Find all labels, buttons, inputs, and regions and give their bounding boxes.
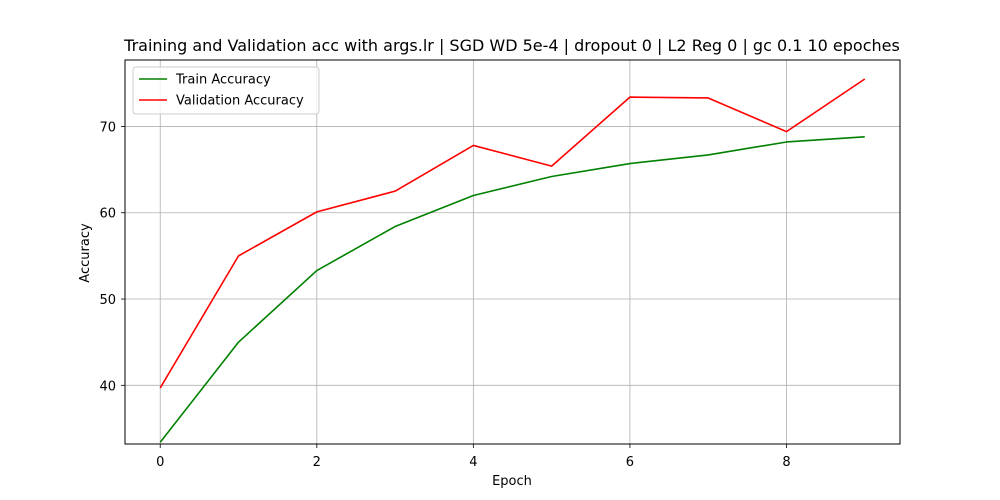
axes-frame [124, 59, 901, 445]
y-tick-label: 40 [99, 379, 116, 394]
y-axis-label: Accuracy [78, 223, 93, 283]
series-line-1 [159, 78, 866, 389]
x-tick-label: 0 [156, 455, 164, 470]
legend: Train Accuracy Validation Accuracy [132, 66, 320, 115]
grid [125, 60, 900, 444]
y-tick-label: 70 [99, 120, 116, 135]
x-tick-label: 6 [626, 455, 634, 470]
legend-label-1: Validation Accuracy [176, 94, 304, 109]
legend-box [132, 66, 320, 115]
x-tick-label: 4 [469, 455, 477, 470]
x-axis-label: Epoch [492, 474, 532, 489]
legend-label-0: Train Accuracy [175, 73, 271, 88]
x-tick-label: 2 [313, 455, 321, 470]
plot-area [159, 78, 866, 443]
y-tick-label: 50 [99, 293, 116, 308]
ticks: 0 2 4 6 8 40 50 60 70 [99, 120, 790, 470]
y-tick-label: 60 [99, 207, 116, 222]
x-tick-label: 8 [782, 455, 790, 470]
series-line-0 [159, 136, 865, 443]
chart-title: Training and Validation acc with args.lr… [123, 36, 900, 55]
